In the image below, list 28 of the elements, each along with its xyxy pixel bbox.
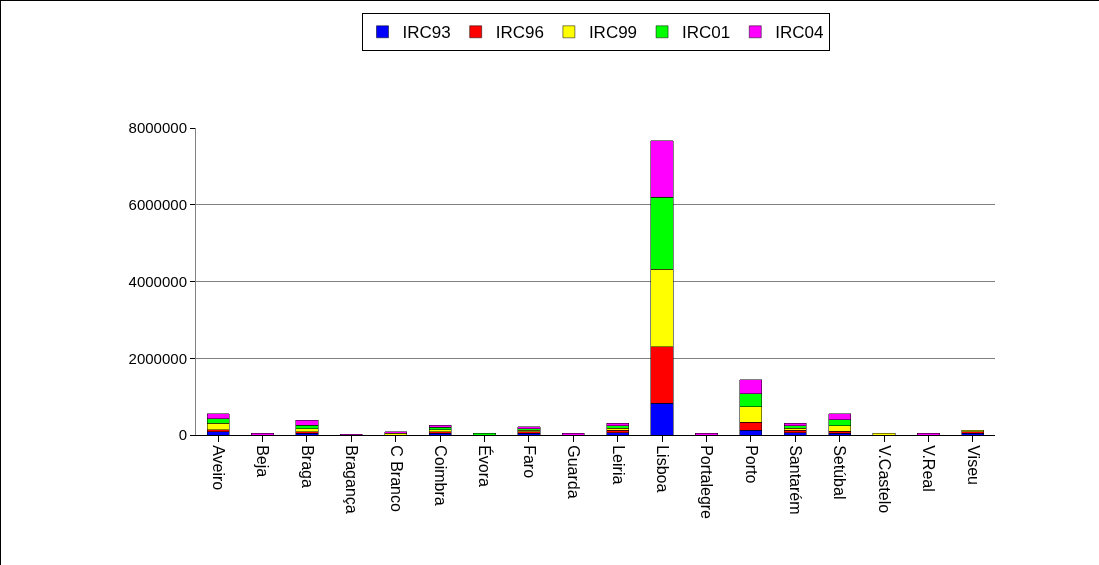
x-tick-label: Coimbra — [431, 445, 449, 506]
x-tick-label: Porto — [742, 445, 760, 484]
x-tick-label: Lisboa — [653, 445, 671, 493]
x-tick-label: C Branco — [387, 445, 405, 512]
y-tick-label: 4000000 — [128, 272, 187, 290]
x-tick-label: Viseu — [964, 445, 982, 485]
legend-label: IRC93 — [402, 23, 451, 43]
y-tick-label: 6000000 — [128, 196, 187, 213]
y-tick-label: 8000000 — [128, 119, 187, 137]
x-tick-label: V.Real — [920, 445, 938, 492]
legend-label: IRC96 — [495, 23, 544, 43]
legend-label: IRC04 — [775, 23, 824, 43]
x-tick-label: Faro — [520, 445, 538, 479]
x-tick-label: Braga — [298, 445, 316, 488]
x-tick-label: V.Castelo — [875, 445, 893, 514]
y-tick-label: 0 — [178, 426, 187, 444]
x-tick-label: Leiria — [609, 445, 627, 485]
legend-label: IRC99 — [588, 23, 638, 43]
x-tick-label: Setúbal — [831, 445, 849, 500]
legend-label: IRC01 — [682, 23, 731, 43]
x-tick-label: Beja — [254, 445, 272, 478]
x-tick-label: Aveiro — [209, 445, 227, 491]
y-tick-label: 2000000 — [128, 349, 187, 367]
x-tick-label: Santarém — [787, 445, 805, 515]
x-tick-label: Évora — [476, 445, 495, 488]
x-tick-label: Bragança — [343, 445, 361, 514]
x-tick-label: Portalegre — [698, 445, 716, 520]
x-tick-label: Guarda — [565, 445, 583, 499]
